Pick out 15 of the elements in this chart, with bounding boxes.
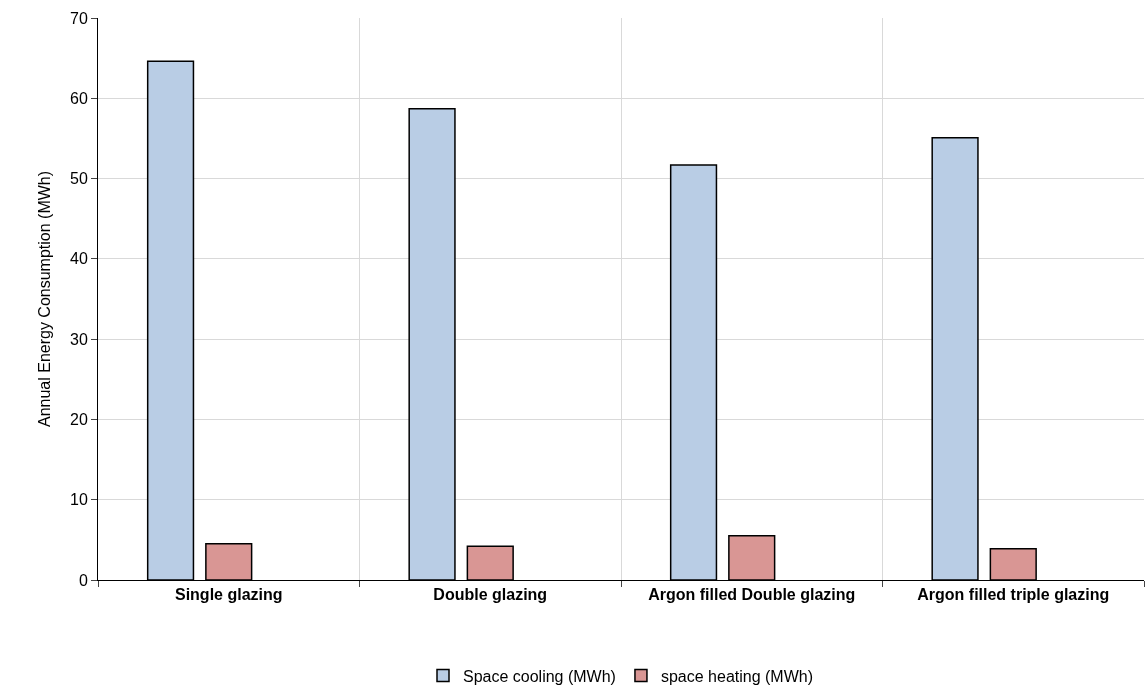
x-tick-label: Argon filled Double glazing — [648, 586, 856, 604]
x-tick-label: Double glazing — [433, 586, 548, 604]
y-tick-label: 30 — [70, 330, 88, 348]
y-tick-label: 50 — [70, 170, 88, 188]
legend-label: Space cooling (MWh) — [463, 667, 616, 685]
y-tick-label: 0 — [78, 571, 88, 589]
y-tick-label: 70 — [70, 9, 88, 27]
y-axis-title: Annual Energy Consumption (MWh) — [35, 170, 53, 428]
x-tick-label: Single glazing — [174, 586, 283, 604]
y-tick-label: 40 — [70, 250, 88, 268]
y-tick-label: 10 — [70, 491, 88, 509]
legend-label: space heating (MWh) — [660, 667, 814, 685]
x-tick-label: Argon filled triple glazing — [917, 586, 1110, 604]
y-tick-label: 20 — [70, 411, 88, 429]
y-tick-label: 60 — [70, 89, 88, 107]
